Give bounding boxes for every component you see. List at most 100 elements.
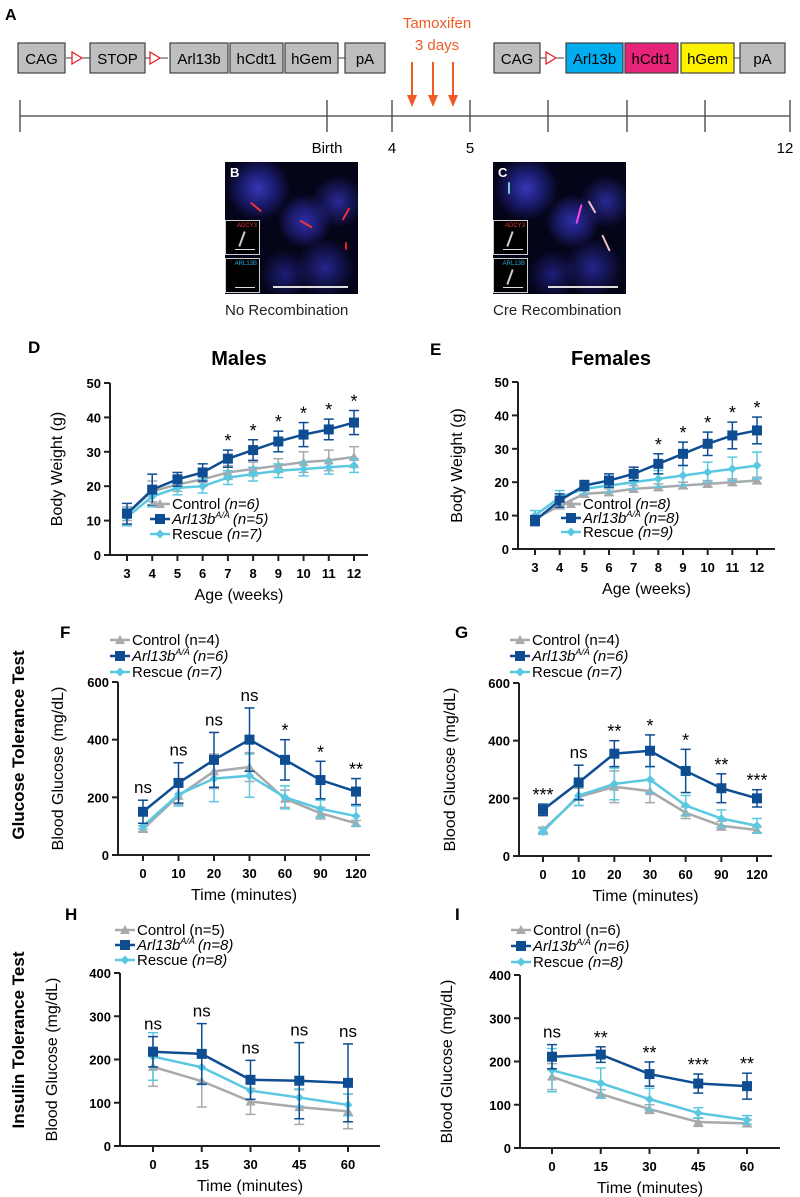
legend-superscript: A/A [575, 937, 591, 947]
legend-entry-rescue: Rescue (n=8) [533, 954, 623, 971]
legend-name: Rescue [532, 664, 583, 681]
diamond-marker [155, 529, 165, 539]
legend-name: Rescue [172, 526, 223, 543]
legend-entry-control: Control (n=8) [583, 496, 671, 513]
legend-name: Control [533, 922, 581, 939]
legend-name: Rescue [137, 952, 188, 969]
diamond-marker [538, 826, 548, 836]
construct-label: pA [356, 51, 374, 68]
constructs: CAG STOP Arl13b hCdt1 hGem pA CAG Arl13b hCdt1 hG… [17, 42, 786, 74]
square-marker [172, 474, 183, 485]
triangle-marker [693, 1117, 704, 1127]
diamond-marker [515, 667, 525, 677]
y-tick-label: 400 [489, 968, 511, 983]
significance-label: ** [607, 722, 621, 742]
x-tick-label: 10 [171, 866, 185, 881]
construct-box-pa [739, 42, 786, 74]
panel-letter: D [28, 338, 40, 357]
triangle-marker [245, 1096, 256, 1106]
diamond-marker [299, 464, 309, 474]
cilium-mark [249, 201, 263, 213]
legend-entry-arl13b: Arl13bA/A (n=6) [532, 937, 629, 955]
diamond-marker [324, 462, 334, 472]
construct-label: hGem [687, 51, 728, 68]
series-line [126, 464, 355, 519]
y-tick-label: 200 [488, 791, 510, 806]
triangle-marker [727, 477, 738, 487]
significance-label: * [325, 400, 332, 420]
diamond-marker [653, 474, 663, 484]
significance-label: *** [688, 1055, 709, 1075]
panel-letter: G [455, 623, 468, 642]
x-tick-label: 4 [149, 566, 157, 581]
significance-label: ns [242, 1038, 260, 1057]
y-axis-label: Body Weight (g) [49, 412, 66, 526]
legend-entry-arl13b: Arl13bA/A (n=8) [136, 936, 233, 954]
square-marker [538, 804, 548, 815]
x-tick-label: 90 [313, 866, 327, 881]
micrograph-cre-recombination: C ADCY3 ARL13B [493, 162, 626, 294]
y-tick-label: 200 [89, 1053, 111, 1068]
y-tick-label: 100 [89, 1096, 111, 1111]
panel-letter: H [65, 905, 77, 924]
square-marker [678, 448, 688, 459]
significance-label: * [275, 412, 282, 432]
y-tick-label: 400 [87, 733, 109, 748]
chart-panel-f: F 0 200 400 600 0 10 20 30 60 90 120 Time (minutes) B… [50, 623, 370, 904]
construct-label: Arl13b [177, 51, 220, 68]
x-tick-label: 30 [643, 867, 657, 882]
y-tick-label: 0 [504, 1141, 511, 1156]
legend-n: (n=7) [187, 664, 222, 681]
triangle-marker [115, 635, 125, 644]
diamond-marker [716, 814, 726, 824]
square-marker [298, 429, 309, 440]
square-marker [716, 783, 727, 794]
y-tick-label: 600 [87, 675, 109, 690]
x-tick-label: 12 [750, 560, 764, 575]
series-rescue [547, 1047, 752, 1125]
significance-label: * [250, 421, 257, 441]
significance-label: * [679, 423, 686, 443]
triangle-marker [516, 925, 526, 934]
x-tick-label: 8 [655, 560, 662, 575]
construct-box-hgem [284, 42, 339, 74]
construct-box-cag [493, 42, 541, 74]
panel-letter-a: A [5, 7, 17, 24]
x-tick-label: 30 [642, 1159, 656, 1174]
cilium-mark [575, 204, 583, 224]
tamoxifen-arrows [407, 62, 458, 107]
square-marker [595, 1049, 606, 1060]
diamond-marker [248, 469, 258, 479]
loxp-triangle-icon [71, 50, 84, 66]
x-tick-label: 10 [571, 867, 585, 882]
x-tick-label: 11 [725, 560, 739, 575]
square-marker [349, 417, 359, 428]
square-marker [653, 458, 664, 469]
square-marker [122, 508, 132, 519]
triangle-marker [566, 499, 576, 508]
x-tick-label: 45 [691, 1159, 705, 1174]
square-marker [245, 1074, 256, 1085]
legend-superscript: A/A [174, 647, 190, 657]
x-tick-label: 30 [242, 866, 256, 881]
square-marker [273, 436, 284, 447]
x-tick-label: 6 [199, 566, 206, 581]
x-tick-label: 10 [296, 566, 310, 581]
significance-label: ** [349, 760, 363, 780]
diamond-marker [742, 1115, 752, 1125]
legend-entry-rescue: Rescue (n=9) [583, 524, 673, 541]
x-tick-label: 30 [243, 1157, 257, 1172]
panel-letter: I [455, 905, 460, 924]
x-tick-label: 60 [278, 866, 292, 881]
cilium-mark [601, 234, 611, 252]
legend-n: (n=8) [635, 496, 670, 513]
significance-label: ns [570, 743, 588, 762]
construct-label: pA [753, 51, 771, 68]
x-axis-label: Age (weeks) [195, 587, 284, 604]
square-marker [315, 775, 326, 786]
scale-bar [273, 286, 348, 288]
x-tick-label: 7 [224, 566, 231, 581]
chart-title: Males [211, 348, 267, 370]
significance-label: * [646, 716, 653, 736]
